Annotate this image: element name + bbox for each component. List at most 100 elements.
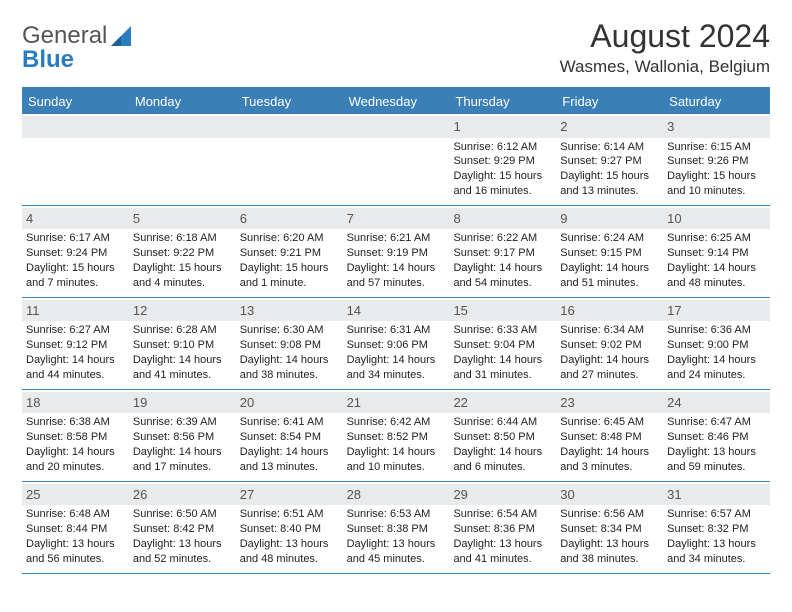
sunset-text: Sunset: 9:24 PM xyxy=(26,246,125,261)
day-header: Thursday xyxy=(449,89,556,114)
week-row: 18Sunrise: 6:38 AMSunset: 8:58 PMDayligh… xyxy=(22,390,770,482)
day-cell: 17Sunrise: 6:36 AMSunset: 9:00 PMDayligh… xyxy=(663,298,770,389)
day-cell: 18Sunrise: 6:38 AMSunset: 8:58 PMDayligh… xyxy=(22,390,129,481)
sunrise-text: Sunrise: 6:47 AM xyxy=(667,415,766,430)
daylight1-text: Daylight: 15 hours xyxy=(667,169,766,184)
daylight2-text: and 57 minutes. xyxy=(347,276,446,291)
day-cell: 15Sunrise: 6:33 AMSunset: 9:04 PMDayligh… xyxy=(449,298,556,389)
daylight2-text: and 34 minutes. xyxy=(667,552,766,567)
daylight1-text: Daylight: 14 hours xyxy=(347,261,446,276)
sunset-text: Sunset: 8:50 PM xyxy=(453,430,552,445)
daylight1-text: Daylight: 14 hours xyxy=(667,261,766,276)
day-cell: 11Sunrise: 6:27 AMSunset: 9:12 PMDayligh… xyxy=(22,298,129,389)
day-cell: 3Sunrise: 6:15 AMSunset: 9:26 PMDaylight… xyxy=(663,114,770,205)
sunrise-text: Sunrise: 6:17 AM xyxy=(26,231,125,246)
sunset-text: Sunset: 9:00 PM xyxy=(667,338,766,353)
day-cell: 20Sunrise: 6:41 AMSunset: 8:54 PMDayligh… xyxy=(236,390,343,481)
day-cell: 30Sunrise: 6:56 AMSunset: 8:34 PMDayligh… xyxy=(556,482,663,573)
sunrise-text: Sunrise: 6:36 AM xyxy=(667,323,766,338)
sunrise-text: Sunrise: 6:44 AM xyxy=(453,415,552,430)
sunset-text: Sunset: 9:02 PM xyxy=(560,338,659,353)
day-header: Saturday xyxy=(663,89,770,114)
daylight1-text: Daylight: 14 hours xyxy=(560,261,659,276)
day-cell: 12Sunrise: 6:28 AMSunset: 9:10 PMDayligh… xyxy=(129,298,236,389)
daylight2-text: and 38 minutes. xyxy=(560,552,659,567)
daylight2-text: and 48 minutes. xyxy=(240,552,339,567)
day-number: 11 xyxy=(22,300,129,322)
daylight2-text: and 38 minutes. xyxy=(240,368,339,383)
sunset-text: Sunset: 9:19 PM xyxy=(347,246,446,261)
daylight1-text: Daylight: 13 hours xyxy=(347,537,446,552)
day-number: 1 xyxy=(449,116,556,138)
daylight1-text: Daylight: 13 hours xyxy=(560,537,659,552)
daylight1-text: Daylight: 14 hours xyxy=(453,353,552,368)
daylight1-text: Daylight: 13 hours xyxy=(667,445,766,460)
day-cell: 26Sunrise: 6:50 AMSunset: 8:42 PMDayligh… xyxy=(129,482,236,573)
sunrise-text: Sunrise: 6:31 AM xyxy=(347,323,446,338)
day-cell: 13Sunrise: 6:30 AMSunset: 9:08 PMDayligh… xyxy=(236,298,343,389)
day-cell: 6Sunrise: 6:20 AMSunset: 9:21 PMDaylight… xyxy=(236,206,343,297)
sunrise-text: Sunrise: 6:12 AM xyxy=(453,140,552,155)
sunset-text: Sunset: 9:17 PM xyxy=(453,246,552,261)
sunrise-text: Sunrise: 6:18 AM xyxy=(133,231,232,246)
week-row: 11Sunrise: 6:27 AMSunset: 9:12 PMDayligh… xyxy=(22,298,770,390)
daylight1-text: Daylight: 13 hours xyxy=(453,537,552,552)
sunrise-text: Sunrise: 6:54 AM xyxy=(453,507,552,522)
day-cell: 27Sunrise: 6:51 AMSunset: 8:40 PMDayligh… xyxy=(236,482,343,573)
sunrise-text: Sunrise: 6:28 AM xyxy=(133,323,232,338)
sunrise-text: Sunrise: 6:27 AM xyxy=(26,323,125,338)
sunrise-text: Sunrise: 6:53 AM xyxy=(347,507,446,522)
sunrise-text: Sunrise: 6:56 AM xyxy=(560,507,659,522)
day-number: 23 xyxy=(556,392,663,414)
day-number: 4 xyxy=(22,208,129,230)
sunrise-text: Sunrise: 6:33 AM xyxy=(453,323,552,338)
sunset-text: Sunset: 9:04 PM xyxy=(453,338,552,353)
sunset-text: Sunset: 9:15 PM xyxy=(560,246,659,261)
daylight2-text: and 48 minutes. xyxy=(667,276,766,291)
day-number: 13 xyxy=(236,300,343,322)
daylight2-text: and 10 minutes. xyxy=(667,184,766,199)
day-cell: 2Sunrise: 6:14 AMSunset: 9:27 PMDaylight… xyxy=(556,114,663,205)
day-cell xyxy=(343,114,450,205)
daylight1-text: Daylight: 14 hours xyxy=(453,261,552,276)
title-block: August 2024 Wasmes, Wallonia, Belgium xyxy=(560,18,770,77)
daylight2-text: and 34 minutes. xyxy=(347,368,446,383)
weeks-container: 1Sunrise: 6:12 AMSunset: 9:29 PMDaylight… xyxy=(22,114,770,574)
daylight2-text: and 45 minutes. xyxy=(347,552,446,567)
sunrise-text: Sunrise: 6:20 AM xyxy=(240,231,339,246)
location: Wasmes, Wallonia, Belgium xyxy=(560,57,770,77)
day-number: 7 xyxy=(343,208,450,230)
daylight2-text: and 1 minute. xyxy=(240,276,339,291)
sunset-text: Sunset: 9:21 PM xyxy=(240,246,339,261)
day-cell: 1Sunrise: 6:12 AMSunset: 9:29 PMDaylight… xyxy=(449,114,556,205)
sunrise-text: Sunrise: 6:39 AM xyxy=(133,415,232,430)
day-cell: 19Sunrise: 6:39 AMSunset: 8:56 PMDayligh… xyxy=(129,390,236,481)
sunset-text: Sunset: 9:06 PM xyxy=(347,338,446,353)
sunset-text: Sunset: 8:32 PM xyxy=(667,522,766,537)
day-header: Sunday xyxy=(22,89,129,114)
day-cell: 22Sunrise: 6:44 AMSunset: 8:50 PMDayligh… xyxy=(449,390,556,481)
sunset-text: Sunset: 9:26 PM xyxy=(667,154,766,169)
daylight1-text: Daylight: 14 hours xyxy=(560,353,659,368)
day-number: 26 xyxy=(129,484,236,506)
daylight1-text: Daylight: 15 hours xyxy=(240,261,339,276)
day-cell: 10Sunrise: 6:25 AMSunset: 9:14 PMDayligh… xyxy=(663,206,770,297)
day-header: Wednesday xyxy=(343,89,450,114)
day-number: 22 xyxy=(449,392,556,414)
day-cell: 23Sunrise: 6:45 AMSunset: 8:48 PMDayligh… xyxy=(556,390,663,481)
daylight1-text: Daylight: 14 hours xyxy=(26,445,125,460)
sunrise-text: Sunrise: 6:14 AM xyxy=(560,140,659,155)
sunrise-text: Sunrise: 6:51 AM xyxy=(240,507,339,522)
daylight2-text: and 10 minutes. xyxy=(347,460,446,475)
day-cell: 5Sunrise: 6:18 AMSunset: 9:22 PMDaylight… xyxy=(129,206,236,297)
day-number xyxy=(129,116,236,138)
day-cell: 7Sunrise: 6:21 AMSunset: 9:19 PMDaylight… xyxy=(343,206,450,297)
daylight2-text: and 6 minutes. xyxy=(453,460,552,475)
day-cell xyxy=(129,114,236,205)
sunrise-text: Sunrise: 6:45 AM xyxy=(560,415,659,430)
daylight1-text: Daylight: 14 hours xyxy=(26,353,125,368)
sunset-text: Sunset: 8:54 PM xyxy=(240,430,339,445)
day-number: 28 xyxy=(343,484,450,506)
daylight2-text: and 20 minutes. xyxy=(26,460,125,475)
day-number: 20 xyxy=(236,392,343,414)
